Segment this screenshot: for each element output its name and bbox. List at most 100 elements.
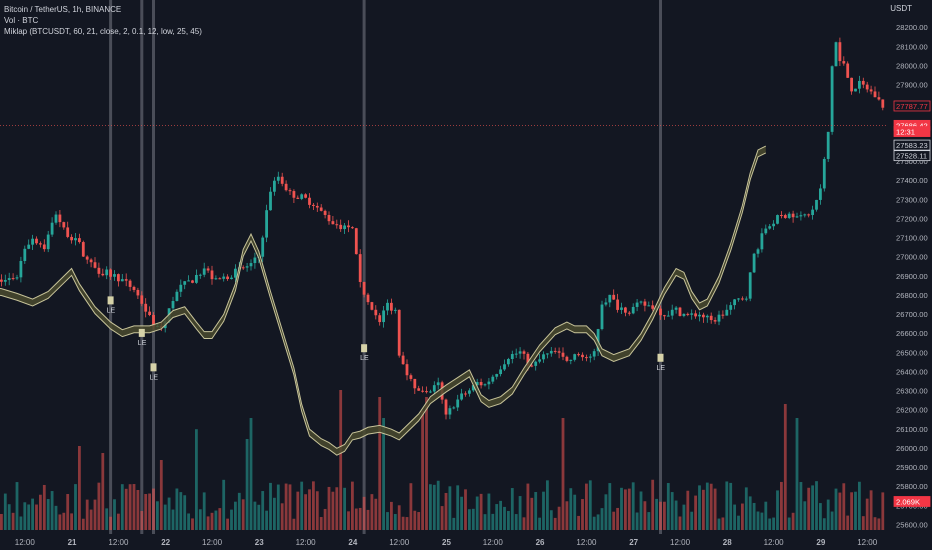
candle-body [144, 303, 148, 312]
time-axis-bg [0, 534, 932, 550]
volume-bar [561, 418, 565, 530]
price-tick-label: 26500.00 [896, 348, 928, 357]
volume-bar [670, 492, 674, 530]
volume-bar [358, 507, 362, 530]
candle-body [815, 199, 818, 210]
candle-body [600, 304, 604, 330]
price-tag-label: 12:31 [896, 128, 915, 137]
candle-body [670, 309, 674, 316]
volume-bar [659, 501, 662, 530]
volume-bar [245, 439, 249, 530]
volume-bar [269, 482, 272, 530]
candle-body [585, 357, 588, 359]
price-tick-label: 26000.00 [896, 444, 928, 453]
volume-bar [510, 488, 514, 530]
candle-body [834, 42, 838, 67]
candle-body [760, 233, 764, 250]
candle-body [120, 279, 124, 282]
volume-bar [0, 513, 3, 530]
volume-bar [612, 511, 616, 530]
candle-body [869, 89, 873, 92]
volume-bar [31, 498, 34, 530]
volume-bar [386, 512, 389, 530]
candle-body [479, 382, 483, 386]
price-tick-label: 27900.00 [896, 81, 928, 90]
candle-body [772, 223, 775, 227]
volume-bar [78, 446, 81, 530]
candle-body [858, 80, 861, 89]
volume-bar [292, 518, 296, 530]
volume-bar [152, 488, 155, 530]
volume-bar [573, 494, 577, 530]
candle-body [507, 359, 510, 365]
candle-body [370, 302, 374, 310]
volume-bar [397, 505, 401, 530]
candle-body [273, 180, 276, 192]
volume-bar [592, 516, 596, 530]
candle-body [616, 299, 619, 310]
volume-bar [105, 508, 109, 530]
price-tick-label: 26100.00 [896, 425, 928, 434]
volume-bar [674, 500, 678, 530]
candle-body [202, 268, 206, 275]
volume-bar [822, 518, 826, 530]
volume-bar [327, 486, 331, 530]
candle-body [276, 176, 280, 181]
volume-bar [378, 397, 382, 530]
candle-body [62, 222, 66, 228]
candle-body [842, 61, 846, 64]
candle-body [787, 213, 791, 218]
volume-bar [705, 482, 709, 530]
volume-bar [534, 492, 538, 530]
volume-bar [799, 482, 803, 530]
price-tick-label: 26900.00 [896, 272, 928, 281]
candle-body [304, 194, 307, 198]
candle-body [179, 284, 183, 292]
volume-bar [237, 492, 241, 530]
volume-bar [425, 397, 428, 530]
volume-bar [643, 501, 647, 530]
price-tick-label: 28000.00 [896, 61, 928, 70]
candle-body [339, 224, 343, 230]
candle-body [795, 216, 799, 218]
time-tick-label: 24 [348, 538, 357, 547]
volume-bar [604, 494, 608, 530]
candle-body [807, 214, 811, 216]
volume-bar [616, 507, 619, 530]
volume-bar [206, 516, 210, 530]
volume-bar [585, 483, 588, 530]
volume-bar [167, 497, 171, 530]
candle-body [347, 225, 350, 228]
volume-bar [117, 513, 120, 530]
candle-body [647, 305, 651, 307]
volume-bar [409, 483, 413, 530]
price-axis-bg [887, 0, 932, 550]
volume-bar [569, 488, 573, 530]
volume-bar [678, 516, 682, 530]
candle-body [31, 238, 34, 245]
price-tick-label: 27300.00 [896, 195, 928, 204]
volume-bar [62, 512, 66, 530]
volume-bar [417, 512, 421, 530]
volume-bar [195, 429, 198, 530]
volume-bar [124, 488, 128, 530]
candle-body [171, 301, 175, 309]
candle-body [315, 205, 319, 208]
candle-body [643, 301, 647, 306]
candle-body [436, 382, 440, 386]
volume-bar [315, 491, 319, 530]
volume-bar [421, 411, 424, 530]
time-tick-label: 12:00 [108, 538, 129, 547]
candle-body [312, 204, 315, 206]
volume-bar [335, 487, 339, 530]
volume-bar [374, 498, 378, 530]
candle-body [124, 279, 128, 281]
candle-body [698, 314, 701, 317]
candle-body [756, 249, 760, 254]
volume-bar [241, 499, 245, 530]
price-tick-label: 27100.00 [896, 234, 928, 243]
volume-bar [694, 495, 697, 530]
time-tick-label: 12:00 [15, 538, 36, 547]
volume-bar [865, 498, 869, 530]
